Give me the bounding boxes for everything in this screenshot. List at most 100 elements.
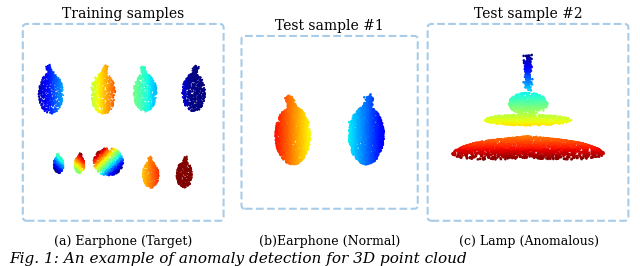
Point bbox=[188, 83, 198, 88]
Point bbox=[504, 102, 515, 106]
Point bbox=[55, 85, 65, 90]
Point bbox=[113, 152, 123, 157]
Point bbox=[476, 152, 486, 156]
Point bbox=[588, 150, 598, 155]
Point bbox=[351, 121, 362, 125]
Point bbox=[40, 86, 50, 90]
Point bbox=[301, 140, 312, 144]
Point bbox=[145, 80, 156, 84]
Point bbox=[197, 104, 207, 108]
Point bbox=[114, 155, 124, 159]
Point bbox=[145, 80, 155, 85]
Point bbox=[150, 84, 161, 88]
Point bbox=[377, 121, 387, 125]
Point bbox=[87, 98, 97, 102]
Point bbox=[363, 145, 373, 149]
Point bbox=[489, 151, 499, 155]
Point bbox=[367, 126, 377, 131]
Point bbox=[459, 150, 469, 154]
Point bbox=[138, 168, 148, 173]
Point bbox=[489, 115, 499, 119]
Point bbox=[149, 162, 159, 167]
Point bbox=[365, 143, 376, 147]
Point bbox=[55, 93, 65, 97]
Point bbox=[108, 102, 118, 106]
Point bbox=[365, 128, 375, 132]
Point bbox=[180, 103, 191, 107]
Point bbox=[353, 125, 364, 129]
Point bbox=[368, 149, 378, 153]
Point bbox=[285, 103, 296, 108]
Point bbox=[100, 68, 111, 73]
Point bbox=[518, 80, 529, 84]
Point bbox=[368, 121, 378, 125]
Point bbox=[97, 74, 107, 78]
Point bbox=[70, 160, 81, 165]
Point bbox=[527, 96, 537, 100]
Point bbox=[274, 136, 284, 140]
Point bbox=[543, 143, 553, 147]
Point bbox=[184, 77, 195, 81]
Point bbox=[88, 93, 99, 97]
Point bbox=[77, 159, 87, 163]
Point bbox=[106, 150, 116, 154]
Point bbox=[363, 99, 373, 103]
Point bbox=[90, 81, 100, 85]
Point bbox=[367, 159, 378, 164]
Point bbox=[94, 77, 104, 81]
Point bbox=[297, 110, 307, 114]
Point bbox=[285, 151, 296, 156]
Point bbox=[352, 118, 362, 122]
Point bbox=[283, 135, 293, 140]
Point bbox=[367, 124, 377, 128]
Point bbox=[289, 119, 299, 123]
Point bbox=[290, 110, 300, 114]
Point bbox=[99, 70, 109, 74]
Point bbox=[44, 84, 54, 88]
Point bbox=[360, 117, 370, 121]
Point bbox=[132, 85, 142, 89]
Point bbox=[354, 113, 364, 117]
Point bbox=[113, 170, 124, 174]
Point bbox=[494, 152, 504, 156]
Point bbox=[284, 102, 294, 106]
Point bbox=[534, 146, 545, 151]
Point bbox=[558, 152, 568, 156]
Point bbox=[285, 117, 296, 121]
Point bbox=[180, 157, 191, 161]
Point bbox=[359, 109, 369, 113]
Point bbox=[185, 176, 195, 180]
Point bbox=[138, 83, 148, 87]
Point bbox=[95, 167, 106, 171]
Point bbox=[360, 145, 371, 149]
Point bbox=[579, 142, 589, 146]
Point bbox=[184, 86, 194, 90]
Point bbox=[294, 115, 304, 119]
Point bbox=[363, 121, 373, 125]
Point bbox=[524, 104, 534, 109]
Point bbox=[570, 142, 580, 146]
Point bbox=[141, 73, 152, 77]
Point bbox=[356, 139, 366, 143]
Point bbox=[538, 156, 548, 161]
Point bbox=[489, 151, 499, 155]
Point bbox=[148, 182, 159, 186]
Point bbox=[146, 81, 156, 85]
Point bbox=[142, 75, 152, 79]
Point bbox=[526, 114, 536, 118]
Point bbox=[139, 69, 149, 74]
Point bbox=[95, 102, 106, 106]
Point bbox=[535, 116, 545, 120]
Point bbox=[49, 72, 59, 76]
Point bbox=[559, 157, 569, 161]
Point bbox=[524, 136, 534, 140]
Point bbox=[141, 90, 152, 95]
Point bbox=[522, 63, 532, 67]
Point bbox=[99, 75, 109, 79]
Point bbox=[100, 78, 111, 82]
Point bbox=[96, 71, 106, 75]
Point bbox=[142, 177, 152, 182]
Point bbox=[180, 176, 191, 180]
Point bbox=[287, 116, 298, 120]
Point bbox=[106, 85, 116, 89]
